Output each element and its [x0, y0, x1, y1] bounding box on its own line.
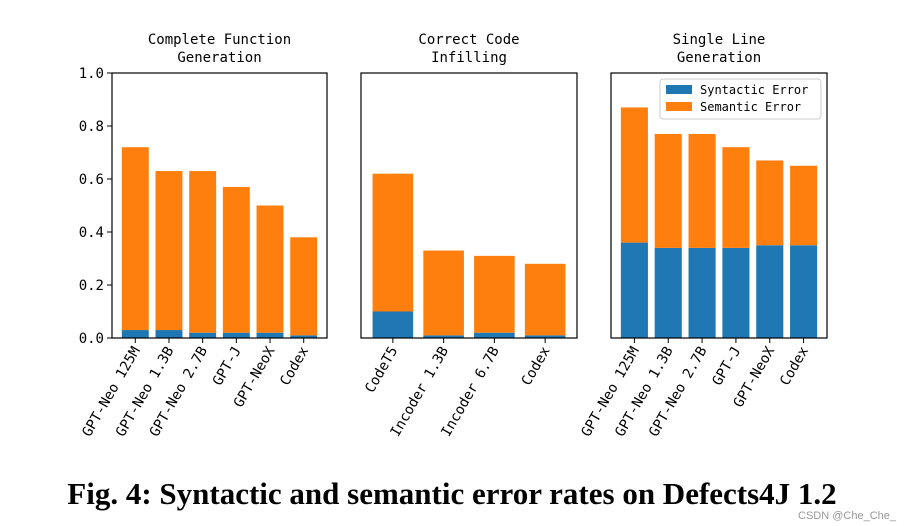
bar-semantic [756, 160, 784, 246]
x-tick-label: Codex [777, 344, 812, 389]
bar-syntactic [155, 330, 183, 338]
axes-frame [610, 72, 828, 339]
bar-syntactic [222, 332, 250, 338]
bar-semantic [722, 147, 750, 248]
legend-swatch [666, 85, 692, 94]
bar-syntactic [524, 335, 566, 338]
bar-syntactic [256, 332, 284, 338]
bar-syntactic [121, 330, 149, 338]
legend-swatch [666, 102, 692, 111]
bar-syntactic [688, 247, 716, 338]
bar-syntactic [423, 335, 464, 338]
bar-syntactic [654, 247, 682, 338]
bar-semantic [372, 173, 414, 312]
bar-semantic [189, 171, 217, 333]
y-tick-label: 0.2 [79, 278, 104, 294]
bar-syntactic [620, 242, 648, 338]
y-tick-label: 0.6 [79, 172, 104, 188]
panel-title: Complete Function [148, 32, 291, 48]
bar-semantic [256, 205, 284, 333]
panel-title: Generation [677, 50, 761, 66]
bar-semantic [474, 255, 515, 333]
y-tick-label: 0.4 [79, 225, 104, 241]
y-tick-label: 0.0 [79, 331, 104, 347]
watermark: CSDN @Che_Che_ [798, 510, 896, 522]
panel-title: Infilling [431, 50, 507, 66]
bar-syntactic [290, 335, 318, 338]
x-tick-label: GPT-J [709, 344, 744, 389]
bar-semantic [155, 171, 183, 331]
bar-semantic [423, 250, 464, 336]
panel-title: Generation [177, 50, 261, 66]
bar-semantic [620, 107, 648, 243]
bar-syntactic [189, 332, 217, 338]
x-tick-label: GPT-J [210, 344, 245, 389]
panel-title: Correct Code [418, 32, 519, 48]
axes-frame [360, 72, 578, 339]
y-tick-label: 1.0 [79, 66, 104, 82]
bar-semantic [688, 133, 716, 248]
panel-title: Single Line [673, 32, 766, 48]
x-tick-label: CodeT5 [362, 344, 401, 396]
bar-semantic [790, 165, 818, 246]
bar-semantic [121, 147, 149, 331]
legend: Syntactic Error Semantic Error [659, 78, 822, 120]
legend-label: Semantic Error [700, 100, 801, 114]
bar-semantic [654, 133, 682, 248]
bar-syntactic [790, 245, 818, 338]
axes-frame [111, 72, 328, 339]
bar-semantic [524, 263, 566, 336]
bar-syntactic [722, 247, 750, 338]
bar-semantic [290, 237, 318, 336]
figure-caption: Fig. 4: Syntactic and semantic error rat… [67, 476, 837, 511]
y-tick-label: 0.8 [79, 119, 104, 135]
legend-label: Syntactic Error [700, 83, 808, 97]
bar-semantic [222, 186, 250, 333]
bar-syntactic [756, 245, 784, 338]
x-tick-label: Codex [277, 344, 312, 389]
x-tick-label: Codex [519, 344, 554, 389]
bar-syntactic [372, 311, 414, 338]
bar-syntactic [474, 332, 515, 338]
